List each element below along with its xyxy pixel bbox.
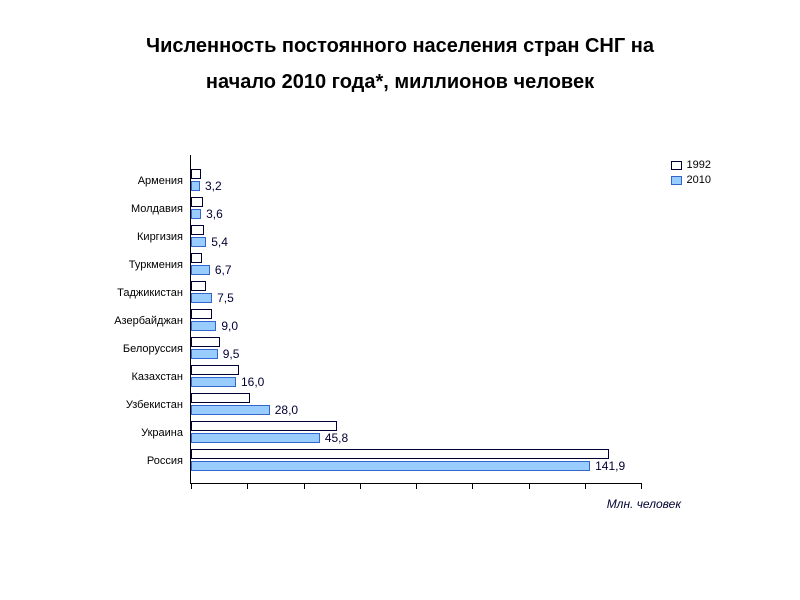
bar-1992	[191, 393, 250, 403]
slide: Численность постоянного населения стран …	[0, 0, 800, 600]
category-label: Молдавия	[131, 203, 183, 215]
chart-row: Азербайджан9,0	[191, 307, 641, 335]
bar-2010: 9,0	[191, 321, 216, 331]
value-label: 45,8	[325, 431, 348, 445]
category-label: Азербайджан	[114, 315, 183, 327]
bar-2010: 28,0	[191, 405, 270, 415]
bar-1992	[191, 365, 239, 375]
bar-2010: 9,5	[191, 349, 218, 359]
category-label: Киргизия	[137, 231, 183, 243]
chart-row: Узбекистан28,0	[191, 391, 641, 419]
x-tick	[585, 483, 586, 489]
bar-2010: 6,7	[191, 265, 210, 275]
chart-row: Молдавия3,6	[191, 195, 641, 223]
x-tick	[416, 483, 417, 489]
x-axis-label: Млн. человек	[607, 497, 681, 511]
value-label: 141,9	[595, 459, 625, 473]
bar-1992	[191, 281, 206, 291]
chart-title: Численность постоянного населения стран …	[0, 0, 800, 100]
legend: 1992 2010	[671, 159, 711, 189]
bar-2010: 7,5	[191, 293, 212, 303]
chart-row: Украина45,8	[191, 419, 641, 447]
legend-item-2010: 2010	[671, 174, 711, 186]
chart-row: Россия141,9	[191, 447, 641, 475]
value-label: 3,2	[205, 179, 222, 193]
bar-2010: 16,0	[191, 377, 236, 387]
bar-1992	[191, 421, 337, 431]
x-tick	[247, 483, 248, 489]
bar-2010: 141,9	[191, 461, 590, 471]
bar-2010: 3,2	[191, 181, 200, 191]
x-tick	[529, 483, 530, 489]
x-tick	[360, 483, 361, 489]
legend-item-1992: 1992	[671, 159, 711, 171]
category-label: Таджикистан	[117, 287, 183, 299]
category-label: Белоруссия	[123, 343, 183, 355]
bar-2010: 3,6	[191, 209, 201, 219]
x-tick	[191, 483, 192, 489]
category-label: Туркмения	[129, 259, 183, 271]
legend-label-2010: 2010	[687, 174, 711, 186]
bar-2010: 45,8	[191, 433, 320, 443]
x-tick	[304, 483, 305, 489]
bar-1992	[191, 449, 609, 459]
bar-1992	[191, 253, 202, 263]
category-label: Казахстан	[131, 371, 183, 383]
chart-row: Таджикистан7,5	[191, 279, 641, 307]
title-line-2: начало 2010 года*, миллионов человек	[206, 71, 594, 93]
value-label: 7,5	[217, 291, 234, 305]
title-line-1: Численность постоянного населения стран …	[146, 35, 654, 57]
category-label: Россия	[147, 455, 183, 467]
category-label: Армения	[138, 175, 183, 187]
population-chart: 1992 2010 Млн. человек Армения3,2Молдави…	[80, 155, 760, 565]
value-label: 6,7	[215, 263, 232, 277]
chart-row: Туркмения6,7	[191, 251, 641, 279]
bar-1992	[191, 337, 220, 347]
value-label: 16,0	[241, 375, 264, 389]
plot-area: 1992 2010 Млн. человек Армения3,2Молдави…	[190, 155, 641, 484]
bar-1992	[191, 309, 212, 319]
value-label: 5,4	[211, 235, 228, 249]
x-tick	[472, 483, 473, 489]
chart-row: Киргизия5,4	[191, 223, 641, 251]
value-label: 9,0	[221, 319, 238, 333]
legend-label-1992: 1992	[687, 159, 711, 171]
value-label: 9,5	[223, 347, 240, 361]
chart-row: Казахстан16,0	[191, 363, 641, 391]
bar-1992	[191, 169, 201, 179]
bar-2010: 5,4	[191, 237, 206, 247]
chart-row: Армения3,2	[191, 167, 641, 195]
bar-1992	[191, 197, 203, 207]
value-label: 28,0	[275, 403, 298, 417]
legend-swatch-1992	[671, 161, 682, 170]
chart-row: Белоруссия9,5	[191, 335, 641, 363]
value-label: 3,6	[206, 207, 223, 221]
bar-1992	[191, 225, 204, 235]
category-label: Украина	[141, 427, 183, 439]
x-tick	[641, 483, 642, 489]
category-label: Узбекистан	[126, 399, 183, 411]
legend-swatch-2010	[671, 176, 682, 185]
